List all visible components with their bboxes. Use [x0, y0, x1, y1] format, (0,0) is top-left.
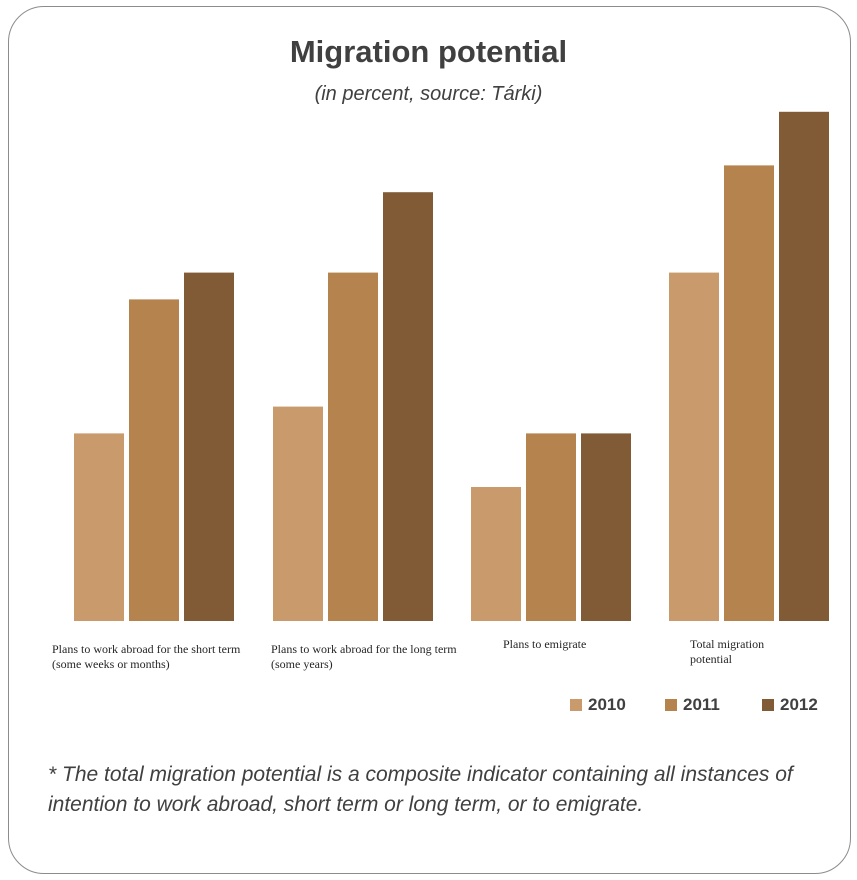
bar-2011-cat-2	[328, 272, 378, 621]
legend-item-2011: 2011	[665, 694, 720, 716]
bar-2012-cat-3	[581, 433, 631, 621]
legend-swatch-2010	[570, 699, 582, 711]
chart-title: Migration potential	[289, 34, 568, 69]
legend-item-2010: 2010	[570, 694, 626, 716]
bar-2011-cat-4	[724, 165, 774, 621]
legend-swatch-2011	[665, 699, 677, 711]
legend-item-2012: 2012	[762, 694, 818, 716]
bar-2010-cat-2	[273, 406, 323, 621]
bar-2010-cat-3	[471, 487, 521, 621]
category-label-emigrate: Plans to emigrate	[503, 637, 587, 651]
bar-2010-cat-4	[669, 272, 719, 621]
bar-2011-cat-1	[129, 299, 179, 621]
category-label-long-term: Plans to work abroad for the long term (…	[271, 642, 457, 671]
category-label-total: Total migration potential	[690, 637, 765, 666]
category-label-short-term: Plans to work abroad for the short term …	[52, 642, 241, 671]
legend-label-2010: 2010	[588, 695, 626, 714]
bar-2012-cat-4	[779, 111, 829, 622]
bar-2010-cat-1	[74, 433, 124, 621]
footnote: * The total migration potential is a com…	[48, 763, 793, 816]
bar-2012-cat-2	[383, 192, 433, 621]
legend-swatch-2012	[762, 699, 774, 711]
legend-label-2012: 2012	[780, 695, 818, 714]
bar-2011-cat-3	[526, 433, 576, 621]
bar-2012-cat-1	[184, 272, 234, 621]
chart-subtitle: (in percent, source: Tárki)	[314, 83, 543, 105]
legend-label-2011: 2011	[683, 695, 720, 714]
